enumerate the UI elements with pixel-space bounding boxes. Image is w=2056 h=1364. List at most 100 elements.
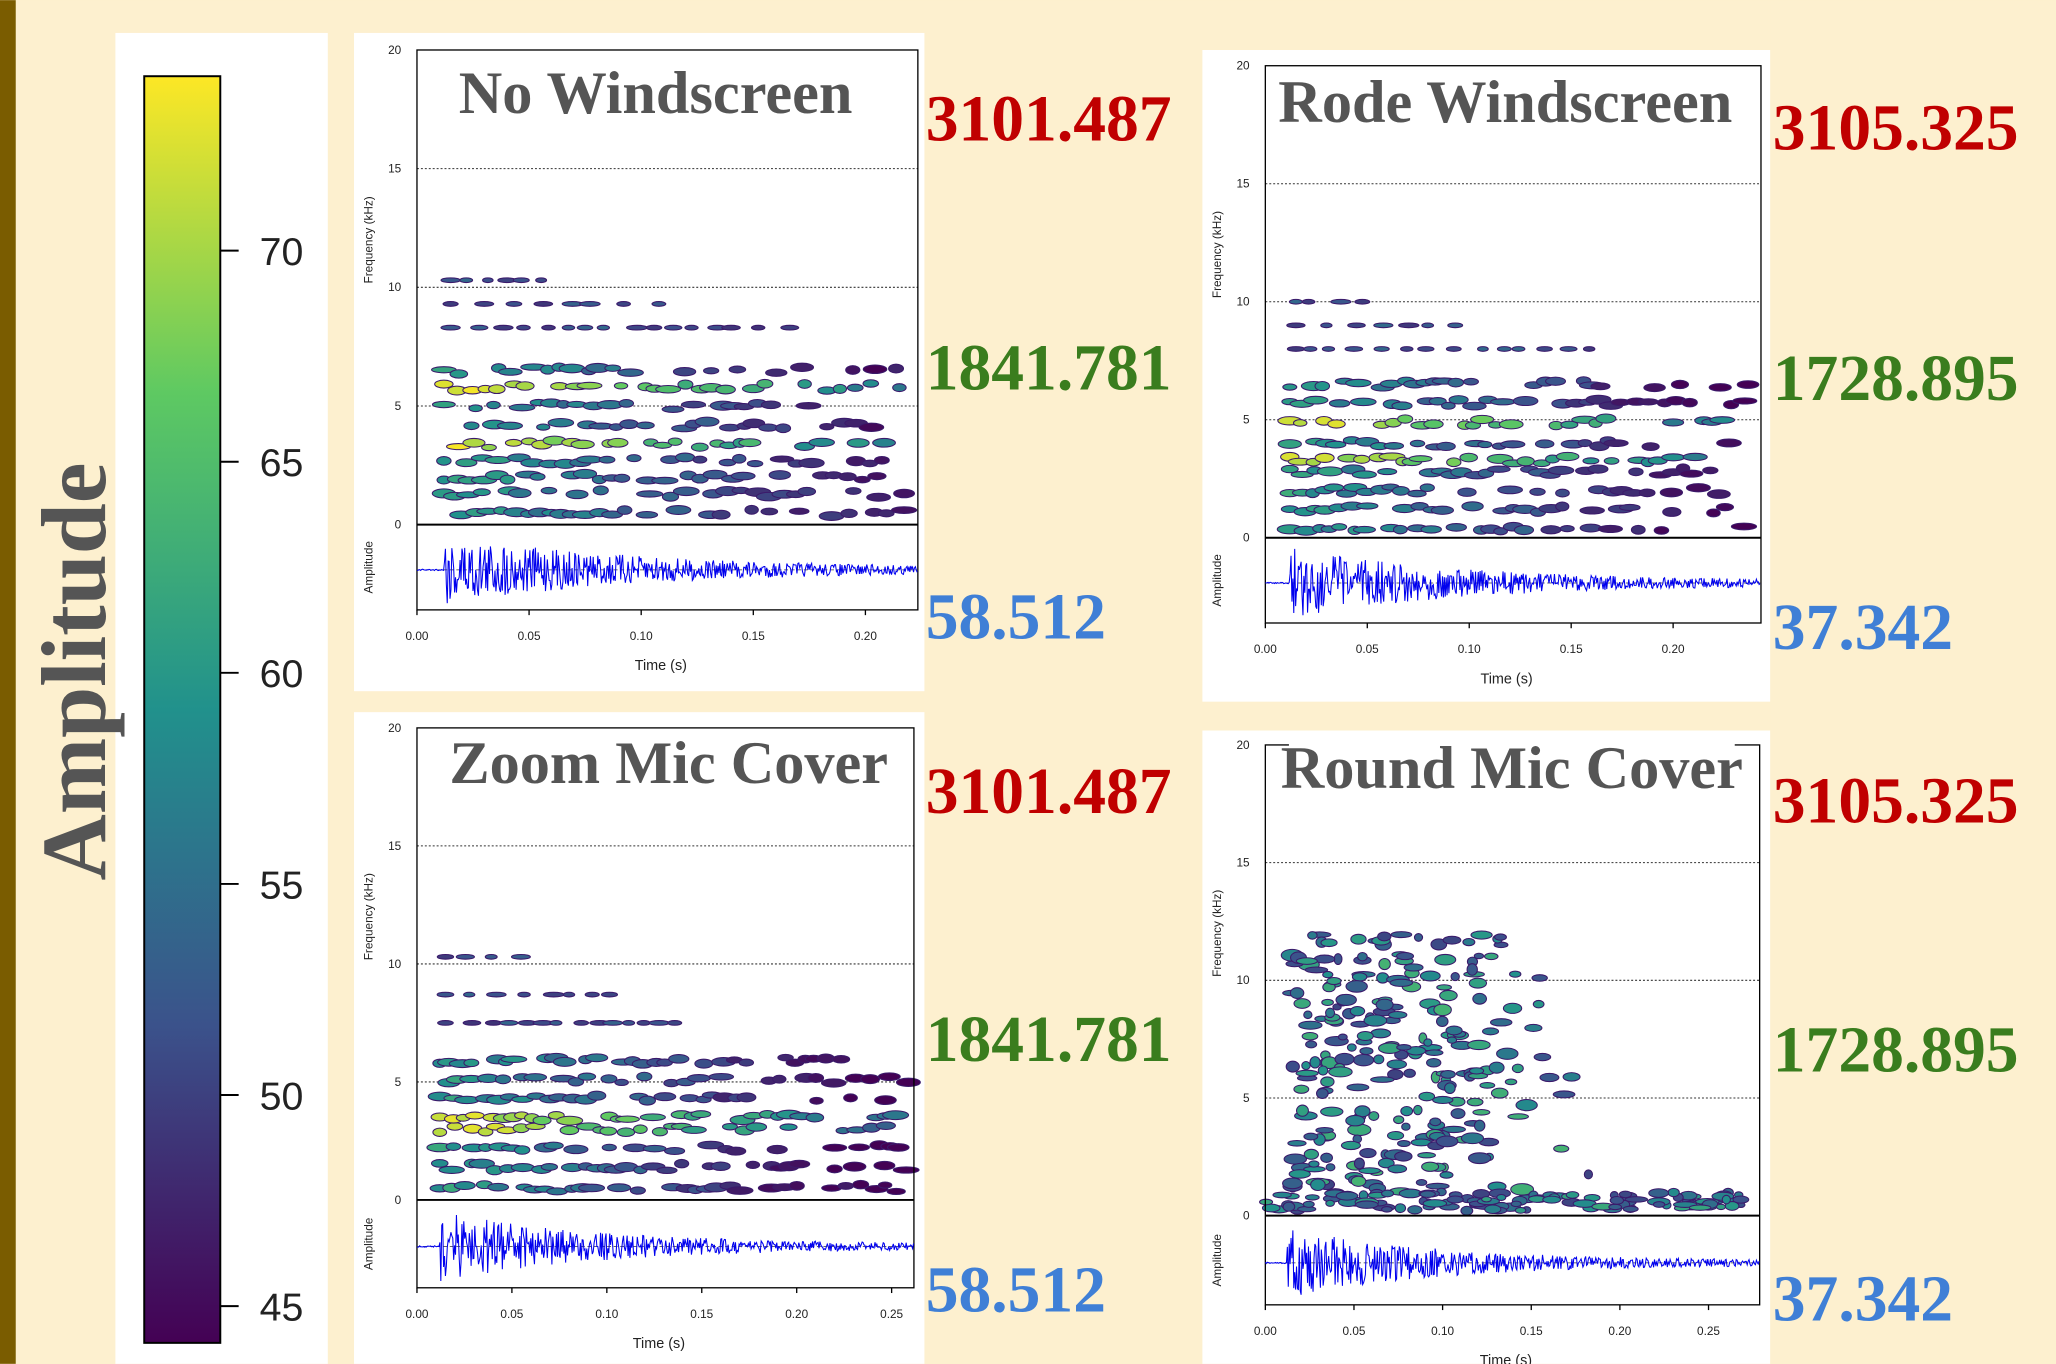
spectrogram-blob bbox=[440, 277, 461, 284]
spectrogram-blob bbox=[567, 1077, 585, 1087]
y-tick-label: 10 bbox=[1236, 295, 1250, 309]
spectrogram-blob bbox=[1386, 1130, 1405, 1141]
spectrogram-blob bbox=[579, 301, 601, 307]
spectrogram-blob bbox=[1381, 1189, 1395, 1198]
spectrogram-blob bbox=[1445, 523, 1467, 532]
spectrogram-blob bbox=[549, 1020, 563, 1026]
spectrogram-blob bbox=[445, 1142, 462, 1151]
spectrogram-blob bbox=[1498, 419, 1524, 430]
spectrogram-blob bbox=[1309, 1056, 1321, 1069]
spectrogram-blob bbox=[1417, 346, 1435, 352]
spectrogram-blob bbox=[638, 1095, 656, 1106]
x-tick-label: 0.20 bbox=[785, 1307, 808, 1321]
spectrogram-blob bbox=[614, 1078, 629, 1087]
spectrogram-blob bbox=[1432, 1095, 1454, 1105]
spectrogram-blob bbox=[1305, 1040, 1318, 1049]
x-tick-label: 0.10 bbox=[1458, 642, 1481, 656]
spectrogram-blob bbox=[613, 382, 629, 390]
spectrogram-blob bbox=[529, 472, 546, 481]
spectrogram-blob bbox=[617, 368, 644, 377]
spectrogram-blob bbox=[431, 400, 456, 409]
spectrogram-blob bbox=[1484, 1204, 1502, 1214]
spectrogram-blob bbox=[1560, 420, 1579, 429]
spectrogram-blob bbox=[1433, 1003, 1452, 1017]
spectrogram-blob bbox=[1377, 931, 1392, 942]
spectrogram-blob bbox=[667, 437, 683, 446]
spectrogram-blob bbox=[512, 277, 530, 284]
spectrogram-blob bbox=[1638, 488, 1656, 498]
spectrogram-blob bbox=[632, 1124, 648, 1134]
y-tick-label: 0 bbox=[1243, 1209, 1250, 1223]
spectrogram-blob bbox=[1555, 501, 1570, 512]
spectrogram-blob bbox=[1280, 464, 1299, 474]
spectrogram-blob bbox=[523, 1073, 548, 1082]
spectrogram-blob bbox=[661, 491, 680, 502]
spectrogram-blob bbox=[596, 324, 611, 331]
y-tick-label: 5 bbox=[1243, 1091, 1250, 1105]
spectrogram-blob bbox=[1282, 383, 1298, 391]
spectrogram-blob bbox=[697, 1140, 725, 1150]
colorbar-label: Amplitude bbox=[23, 462, 125, 880]
spectrogram-blob bbox=[1732, 397, 1758, 405]
spectrogram-blob bbox=[1335, 1191, 1359, 1201]
spectrogram-blob bbox=[1377, 468, 1398, 476]
spectrogram-blob bbox=[866, 492, 891, 502]
spectrogram-blob bbox=[570, 439, 595, 450]
spectrogram-blob bbox=[1659, 487, 1684, 498]
spectrogram-blob bbox=[1466, 1097, 1484, 1107]
spectrogram-blob bbox=[1450, 1108, 1466, 1119]
spectrogram-blob bbox=[788, 1159, 811, 1169]
spectrogram-blob bbox=[1457, 487, 1477, 497]
spectrogram-blob bbox=[1363, 1014, 1388, 1027]
spectrogram-blob bbox=[436, 991, 455, 998]
spectrogram-blob bbox=[1430, 938, 1448, 951]
spectrogram-blob bbox=[738, 438, 762, 448]
spectrogram-blob bbox=[1357, 951, 1368, 962]
spectrogram-blob bbox=[1481, 1196, 1492, 1203]
spectrogram-blob bbox=[1470, 930, 1493, 940]
spectrogram-blob bbox=[1494, 933, 1507, 941]
spectrogram-blob bbox=[573, 1020, 590, 1026]
spectrogram-blob bbox=[1356, 502, 1379, 510]
spectrogram-blob bbox=[877, 1181, 893, 1189]
spectrogram-blob bbox=[1283, 1153, 1308, 1165]
spectrogram-blob bbox=[1401, 1122, 1411, 1131]
spectrogram-blob bbox=[1259, 1198, 1274, 1206]
spectrogram-blob bbox=[1430, 505, 1455, 515]
spectrogram-blob bbox=[1391, 486, 1410, 496]
spectrogram-blob bbox=[1488, 1061, 1505, 1074]
plot-frame bbox=[416, 727, 915, 1289]
spectrogram-blob bbox=[1445, 1025, 1463, 1036]
x-tick-label: 0.20 bbox=[1608, 1324, 1631, 1338]
spectrogram-blob bbox=[1638, 398, 1659, 406]
spectrogram-blob bbox=[1482, 1027, 1500, 1036]
spectrogram-blob bbox=[1337, 1033, 1348, 1041]
spectrogram-blob bbox=[728, 365, 747, 374]
spectrogram-blob bbox=[493, 324, 514, 331]
spectrogram-blob bbox=[1328, 1066, 1353, 1078]
spectrogram-blob bbox=[1303, 1132, 1319, 1141]
spectrogram-blob bbox=[1397, 1140, 1411, 1148]
spectrogram-blob bbox=[1421, 1161, 1440, 1172]
spectrogram-blob bbox=[453, 1181, 476, 1191]
spectrogram-blob bbox=[1467, 1152, 1492, 1165]
spectrogram-blob bbox=[440, 324, 461, 331]
spectrogram-blob bbox=[1486, 465, 1511, 473]
spectrogram-blob bbox=[598, 455, 616, 464]
panel-background bbox=[1202, 49, 1771, 702]
spectrogram-blob bbox=[1422, 1199, 1448, 1208]
x-tick-label: 0.05 bbox=[1342, 1324, 1365, 1338]
spectrogram-blob bbox=[1325, 1199, 1335, 1207]
spectrogram-blob bbox=[535, 277, 548, 284]
spectrogram-blob bbox=[1479, 1081, 1496, 1089]
plot-frame bbox=[1264, 65, 1762, 624]
spectrogram-blob bbox=[496, 421, 523, 430]
spectrogram-blob bbox=[1439, 989, 1458, 1002]
spectrogram-blob bbox=[1345, 1114, 1366, 1127]
spectrogram-blob bbox=[636, 1020, 651, 1026]
spectrogram-blob bbox=[455, 953, 475, 960]
spectrogram-blob bbox=[599, 1126, 618, 1136]
spectrogram-blob bbox=[463, 1058, 480, 1068]
spectrogram-blob bbox=[816, 1053, 836, 1064]
